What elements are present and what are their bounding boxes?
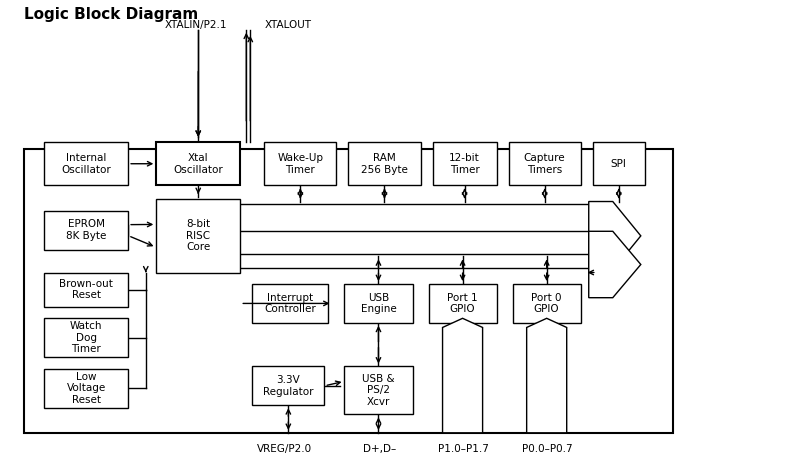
Text: Port 0
GPIO: Port 0 GPIO <box>531 293 562 314</box>
Text: Brown-out
Reset: Brown-out Reset <box>59 279 113 300</box>
Bar <box>593 142 645 185</box>
Text: EPROM
8K Byte: EPROM 8K Byte <box>66 219 107 241</box>
Text: 8-bit
RISC
Core: 8-bit RISC Core <box>186 219 211 252</box>
Text: Logic Block Diagram: Logic Block Diagram <box>24 7 199 22</box>
Text: VREG/P2.0: VREG/P2.0 <box>257 444 312 454</box>
Bar <box>24 149 673 433</box>
Bar <box>156 142 240 185</box>
Text: RAM
256 Byte: RAM 256 Byte <box>361 153 408 174</box>
Polygon shape <box>442 318 482 433</box>
Text: 12-bit
Timer: 12-bit Timer <box>449 153 480 174</box>
Bar <box>44 369 128 408</box>
Bar <box>429 284 497 323</box>
Bar <box>44 318 128 357</box>
Bar <box>44 211 128 250</box>
Bar <box>348 142 421 185</box>
Text: D+,D–: D+,D– <box>363 444 396 454</box>
Text: Wake-Up
Timer: Wake-Up Timer <box>277 153 324 174</box>
Text: Low
Voltage
Reset: Low Voltage Reset <box>66 371 106 405</box>
Bar <box>156 199 240 273</box>
Bar <box>264 142 336 185</box>
Polygon shape <box>589 231 641 298</box>
Polygon shape <box>589 202 641 270</box>
Text: USB &
PS/2
Xcvr: USB & PS/2 Xcvr <box>362 374 395 407</box>
Bar <box>344 284 413 323</box>
Text: Internal
Oscillator: Internal Oscillator <box>61 153 111 174</box>
Text: 3.3V
Regulator: 3.3V Regulator <box>263 375 314 397</box>
Text: USB
Engine: USB Engine <box>360 293 396 314</box>
Bar <box>44 273 128 307</box>
Text: SPI: SPI <box>611 159 626 169</box>
Bar <box>44 142 128 185</box>
Bar <box>433 142 497 185</box>
Text: P0.0–P0.7: P0.0–P0.7 <box>521 444 573 454</box>
Text: XTALIN/P2.1: XTALIN/P2.1 <box>165 20 227 30</box>
Bar <box>344 366 413 414</box>
Bar <box>252 366 324 405</box>
Text: Xtal
Oscillator: Xtal Oscillator <box>173 153 223 174</box>
Text: Interrupt
Controller: Interrupt Controller <box>264 293 316 314</box>
Bar <box>513 284 581 323</box>
Text: P1.0–P1.7: P1.0–P1.7 <box>437 444 489 454</box>
Text: XTALOUT: XTALOUT <box>265 20 312 30</box>
Bar <box>509 142 581 185</box>
Polygon shape <box>527 318 567 433</box>
Text: Port 1
GPIO: Port 1 GPIO <box>447 293 478 314</box>
Text: Capture
Timers: Capture Timers <box>524 153 566 174</box>
Bar <box>252 284 328 323</box>
Text: Watch
Dog
Timer: Watch Dog Timer <box>70 321 103 354</box>
